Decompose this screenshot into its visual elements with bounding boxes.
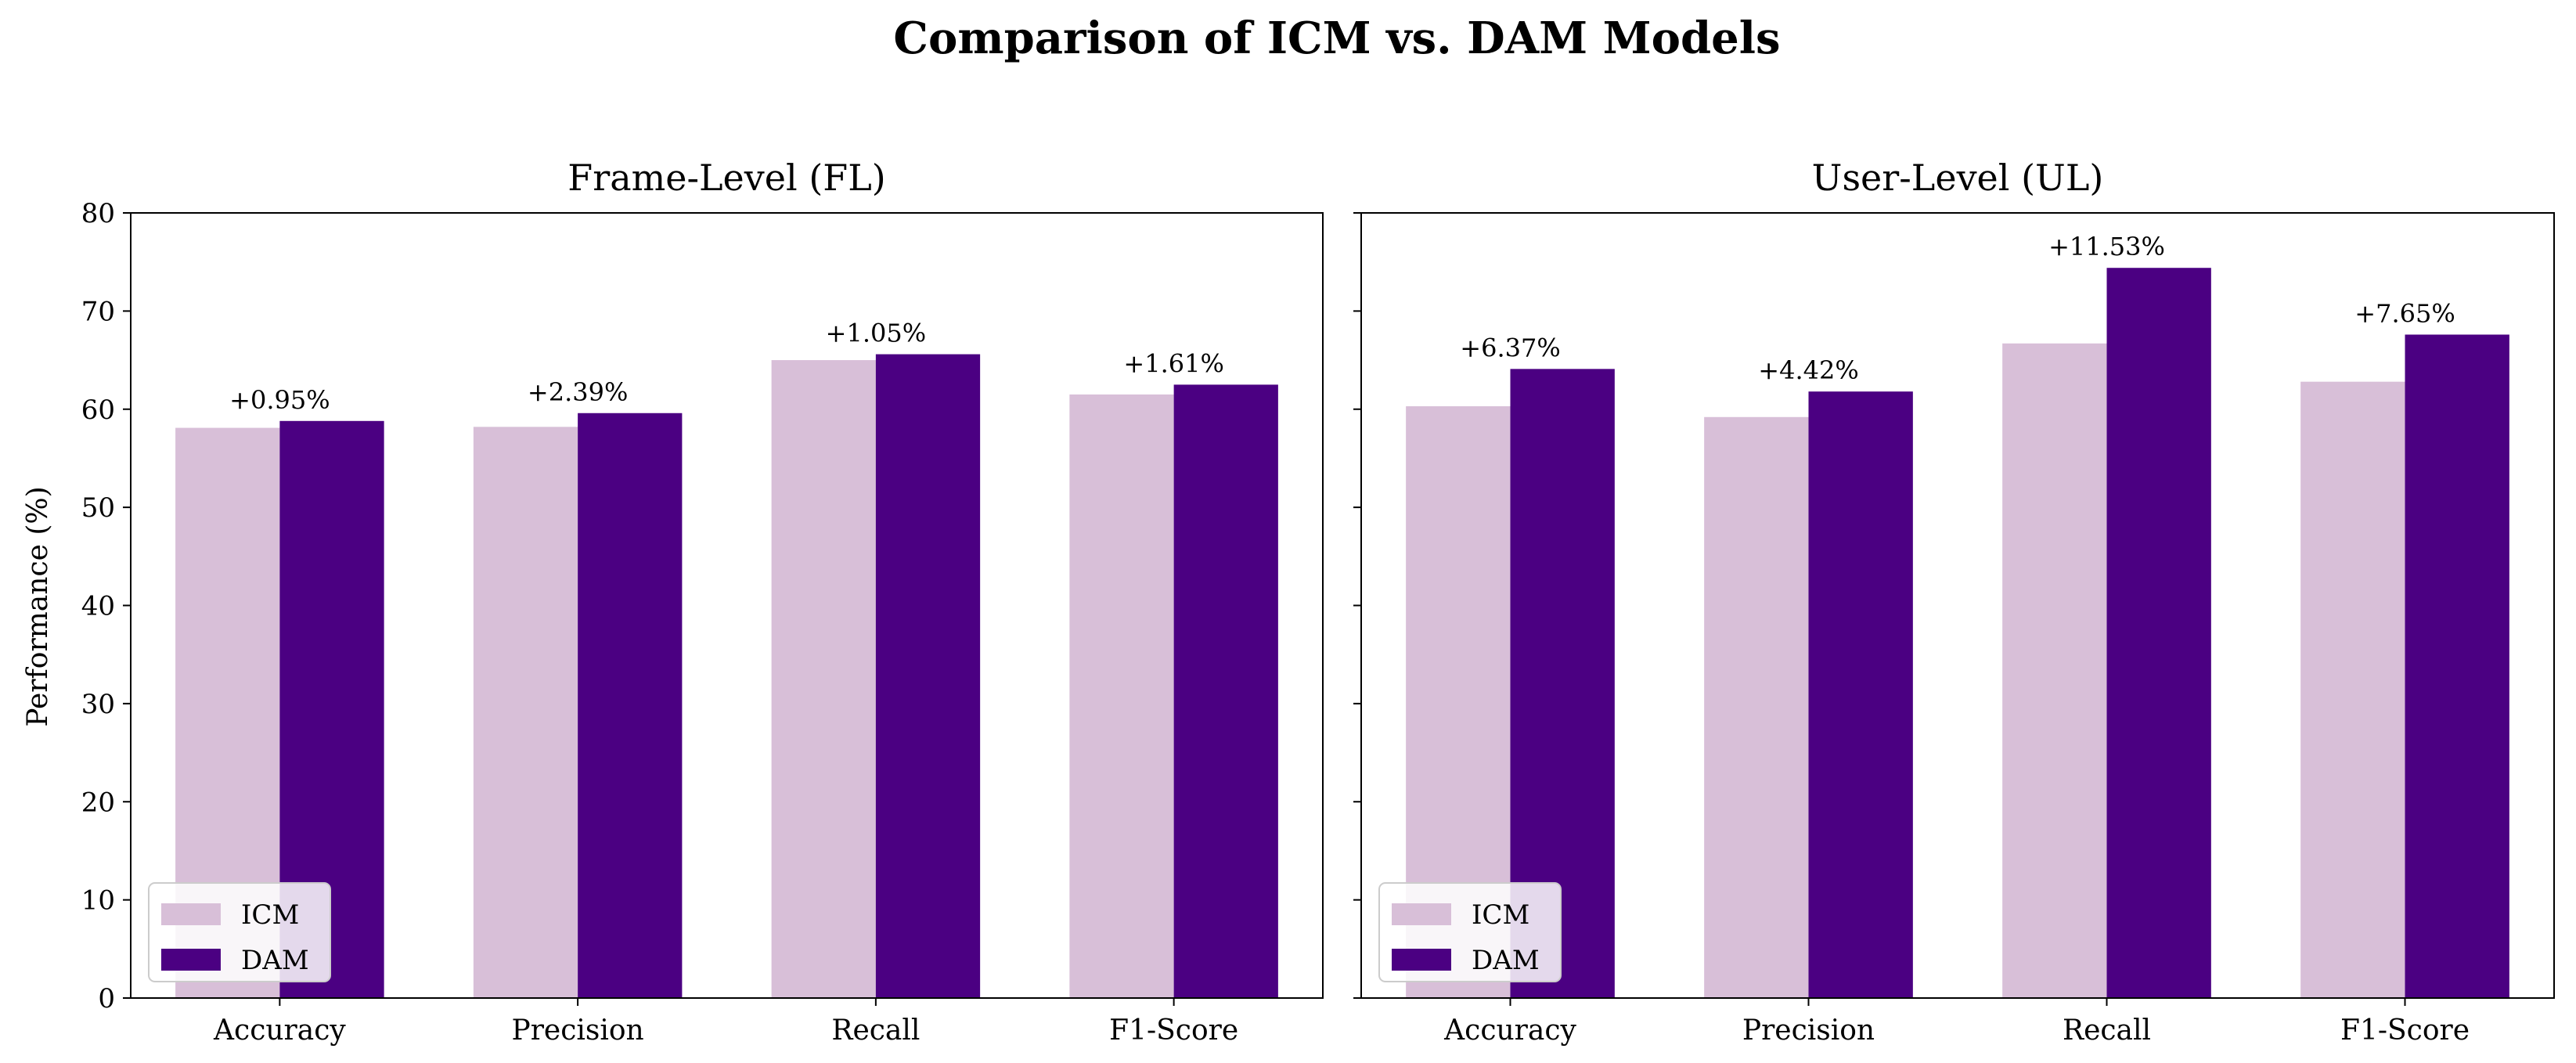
fl-x-tick-label-f1-score: F1-Score [1109,1014,1238,1047]
ul-bar-icm-precision [1704,416,1809,998]
ul-delta-label-precision: +4.42% [1758,355,1858,385]
fl-delta-label-f1-score: +1.61% [1123,348,1223,378]
user-level-panel: User-Level (UL) +6.37% Accuracy +4.42% Preci… [1353,157,2555,1047]
fl-delta-label-accuracy: +0.95% [229,385,330,415]
fl-legend-label-icm: ICM [241,899,299,931]
fl-bar-icm-f1-score [1069,394,1174,999]
ul-legend-swatch-dam [1392,949,1451,971]
ul-bar-dam-f1-score [2405,334,2509,999]
fl-legend-label-dam: DAM [241,945,309,976]
fl-bar-dam-f1-score [1173,384,1278,998]
ul-panel-title: User-Level (UL) [1812,157,2104,199]
fl-x-tick-label-accuracy: Accuracy [213,1014,346,1047]
fl-delta-label-precision: +2.39% [528,377,628,407]
ul-delta-label-recall: +11.53% [2048,232,2165,261]
figure-title: Comparison of ICM vs. DAM Models [893,13,1780,64]
fl-x-tick-label-precision: Precision [511,1014,643,1047]
ul-bar-icm-recall [2002,343,2107,998]
fl-y-tick-label: 80 [81,198,115,229]
fl-y-tick-label: 60 [81,395,115,426]
ul-bar-dam-recall [2106,268,2211,999]
fl-y-tick-label: 50 [81,492,115,524]
ul-delta-label-f1-score: +7.65% [2354,298,2455,328]
fl-bar-icm-precision [473,427,578,998]
fl-y-tick-label: 30 [81,689,115,720]
ul-delta-label-accuracy: +6.37% [1460,333,1560,362]
fl-legend-swatch-dam [161,949,221,971]
ul-x-tick-label-f1-score: F1-Score [2340,1014,2470,1047]
fl-y-tick-label: 40 [81,591,115,622]
fl-axes-frame [130,212,1324,999]
fl-legend-swatch-icm [161,903,221,925]
ul-legend-label-icm: ICM [1472,899,1529,931]
frame-level-panel: Frame-Level (FL) +0.95% Accuracy +2.39% Prec… [81,157,1324,1047]
ul-legend: ICM DAM [1378,882,1562,982]
ul-x-tick-label-recall: Recall [2063,1014,2151,1047]
ul-x-tick-label-accuracy: Accuracy [1443,1014,1576,1047]
ul-x-tick-label-precision: Precision [1742,1014,1875,1047]
ul-bar-dam-precision [1808,391,1913,998]
fl-bar-icm-recall [771,360,876,998]
ul-bar-icm-f1-score [2300,381,2405,998]
y-axis-label: Performance (%) [22,486,54,726]
ul-legend-label-dam: DAM [1472,945,1540,976]
fl-y-tick-label: 10 [81,885,115,917]
fl-y-tick-label: 0 [98,983,115,1014]
ul-axes-frame [1360,212,2555,999]
fl-y-tick-label: 70 [81,296,115,327]
fl-legend: ICM DAM [148,882,331,982]
ul-legend-swatch-icm [1392,903,1451,925]
fl-panel-title: Frame-Level (FL) [567,157,885,199]
fl-x-tick-label-recall: Recall [831,1014,920,1047]
fl-bar-dam-precision [578,413,683,998]
fl-y-tick-label: 20 [81,787,115,818]
fl-delta-label-recall: +1.05% [826,319,926,348]
fl-bar-dam-recall [875,354,981,998]
